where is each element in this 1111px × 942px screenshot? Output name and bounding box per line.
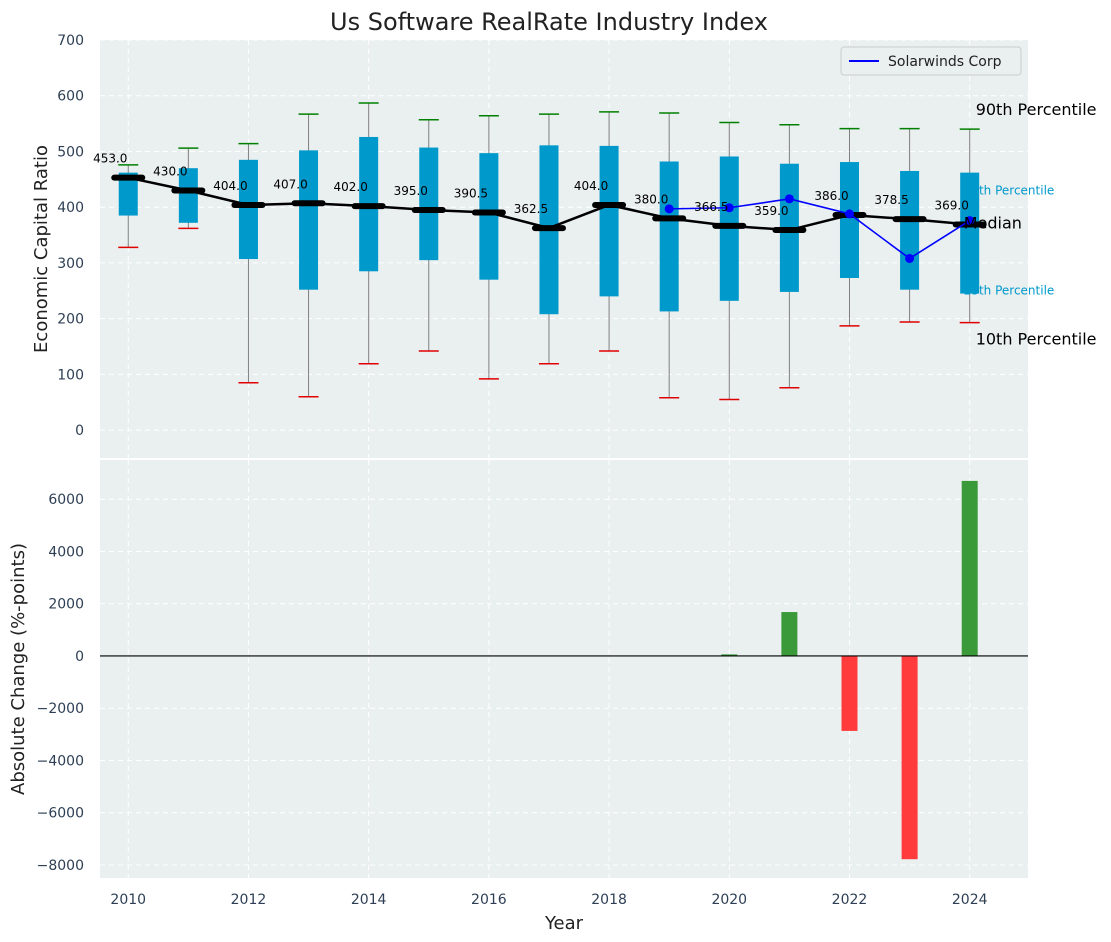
bottom-plot-area [100, 460, 1028, 878]
legend-label-solarwinds: Solarwinds Corp [888, 54, 1002, 70]
top-y-tick-label: 100 [57, 367, 84, 383]
x-tick-label: 2020 [711, 892, 747, 908]
median-value-label: 430.0 [153, 164, 187, 178]
top-y-tick-label: 700 [57, 33, 84, 49]
x-tick-label: 2012 [231, 892, 267, 908]
top-y-tick-label: 400 [57, 200, 84, 216]
median-value-label: 395.0 [394, 184, 428, 198]
median-value-label: 359.0 [754, 204, 788, 218]
bottom-y-tick-label: −6000 [37, 806, 84, 822]
solarwinds-point-2021 [784, 194, 794, 204]
median-value-label: 453.0 [93, 152, 127, 166]
solarwinds-point-2020 [724, 203, 734, 213]
bottom-y-tick-label: −2000 [37, 701, 84, 717]
top-y-tick-label: 300 [57, 256, 84, 272]
box-iqr-2012 [238, 159, 258, 260]
x-tick-label: 2022 [832, 892, 868, 908]
solarwinds-point-2024 [965, 216, 975, 226]
x-tick-label: 2024 [952, 892, 988, 908]
box-iqr-2022 [839, 162, 859, 278]
percentile-annotations: 90th Percentile 75th Percentile Median 25th… [964, 100, 1097, 348]
bottom-y-tick-label: −8000 [37, 858, 84, 874]
bottom-y-tick-label: 6000 [48, 492, 84, 508]
median-value-label: 404.0 [213, 179, 247, 193]
annotation-75th: 75th Percentile [964, 184, 1055, 198]
box-iqr-2019 [659, 161, 679, 312]
bottom-y-tick-label: 4000 [48, 544, 84, 560]
legend-box [840, 46, 1022, 76]
change-bar-2024 [961, 480, 978, 656]
x-tick-label: 2016 [471, 892, 507, 908]
top-y-tick-labels: 0 100 200 300 400 500 600 700 [57, 33, 84, 439]
change-bars-group [721, 480, 978, 860]
median-value-label: 390.5 [454, 186, 488, 200]
box-iqr-2018 [599, 145, 619, 297]
box-iqr-2010 [118, 172, 138, 216]
box-iqr-2016 [479, 153, 499, 280]
median-value-label: 407.0 [273, 177, 307, 191]
annotation-10th: 10th Percentile [976, 330, 1097, 349]
bottom-y-tick-labels: −8000 −6000 −4000 −2000 0 2000 4000 6000 [37, 492, 84, 874]
top-y-tick-label: 0 [75, 423, 84, 439]
median-value-label: 362.5 [514, 202, 548, 216]
annotation-median: Median [964, 213, 1022, 232]
annotation-25th: 25th Percentile [964, 284, 1055, 298]
top-y-axis-title: Economic Capital Ratio [31, 145, 52, 353]
legend: Solarwinds Corp [840, 46, 1022, 76]
median-value-label: 369.0 [935, 198, 969, 212]
annotation-90th: 90th Percentile [976, 100, 1097, 119]
median-line-group [111, 174, 987, 234]
x-tick-labels: 2010 2012 2014 2016 2018 2020 2022 2024 [110, 892, 987, 908]
solarwinds-point-2019 [664, 204, 674, 214]
median-value-label: 386.0 [814, 189, 848, 203]
x-axis-title: Year [544, 913, 584, 934]
box-iqr-2013 [299, 150, 319, 290]
x-tick-label: 2014 [351, 892, 387, 908]
solarwinds-point-2022 [844, 209, 854, 219]
solarwinds-point-2023 [905, 253, 915, 263]
box-iqr-2024 [960, 172, 980, 294]
solarwinds-series-group [664, 194, 975, 263]
box-iqr-2015 [419, 147, 439, 261]
median-value-label: 380.0 [634, 192, 668, 206]
change-bar-2022 [841, 655, 858, 731]
bottom-y-tick-label: 2000 [48, 597, 84, 613]
median-value-label: 378.5 [874, 193, 908, 207]
top-y-tick-label: 600 [57, 89, 84, 105]
bottom-y-axis-title: Absolute Change (%-points) [8, 543, 29, 795]
chart-title: Us Software RealRate Industry Index [330, 8, 768, 36]
bottom-y-tick-label: 0 [75, 649, 84, 665]
box-iqr-2011 [178, 168, 198, 223]
solarwinds-line [669, 198, 971, 260]
median-value-label: 366.5 [694, 200, 728, 214]
box-iqr-2023 [900, 170, 920, 290]
change-bar-2021 [781, 612, 798, 656]
x-tick-label: 2010 [110, 892, 146, 908]
median-value-label: 402.0 [333, 180, 367, 194]
x-tick-label: 2018 [591, 892, 627, 908]
change-bar-2020 [721, 654, 738, 656]
median-value-labels: 453.0 430.0 404.0 407.0 402.0 395.0 390.5 362.5… [93, 152, 969, 218]
change-bar-2023 [901, 655, 918, 860]
top-y-tick-label: 200 [57, 312, 84, 328]
top-y-tick-label: 500 [57, 144, 84, 160]
median-value-label: 404.0 [574, 179, 608, 193]
bottom-y-tick-label: −4000 [37, 753, 84, 769]
